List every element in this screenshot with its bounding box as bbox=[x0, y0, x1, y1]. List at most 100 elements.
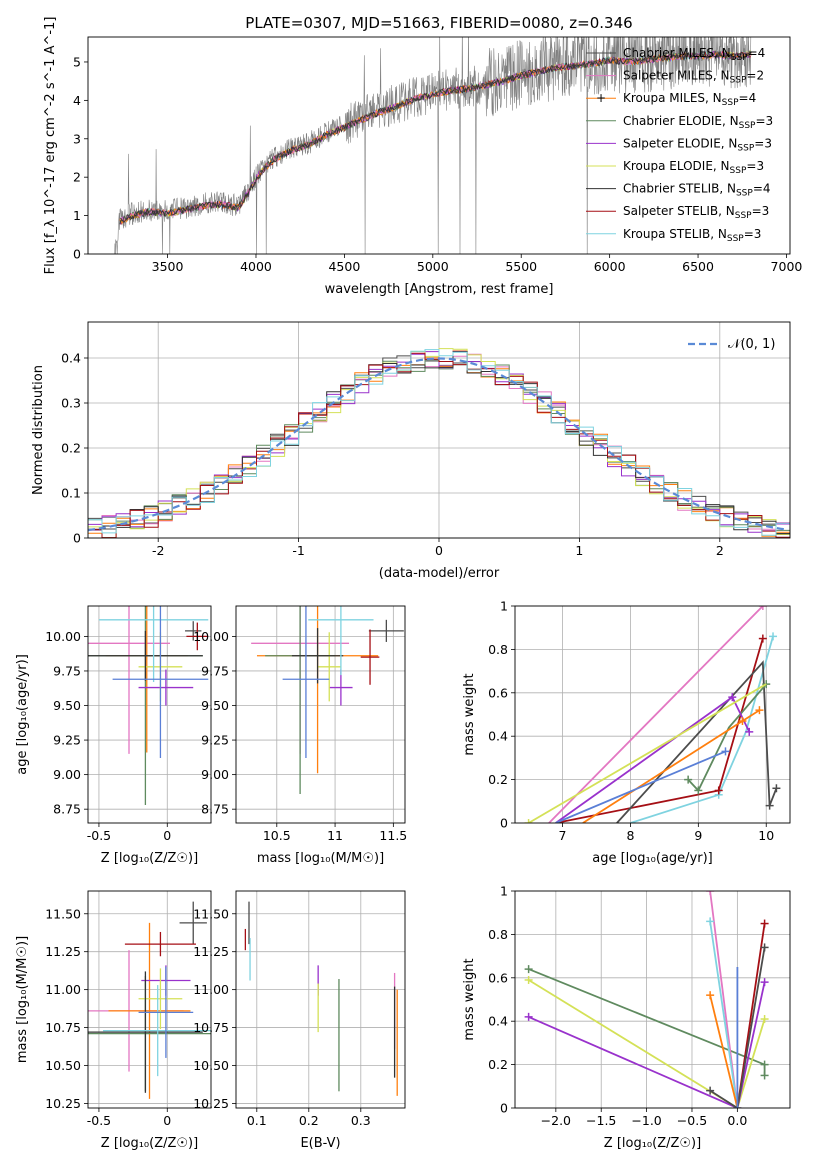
series-kroupa-stelib-line bbox=[709, 921, 739, 1108]
y-tick-label: 0 bbox=[500, 816, 508, 831]
legend-label-n: =3 bbox=[752, 204, 770, 218]
plot-area-age_vs_Z bbox=[88, 606, 209, 806]
errorbar-chabrier-miles bbox=[179, 901, 207, 945]
x-tick-label: 7 bbox=[559, 828, 567, 843]
errorbar-salpeter-elodie bbox=[138, 669, 194, 706]
y-tick-label: 0.3 bbox=[61, 396, 81, 411]
series-marker bbox=[524, 1012, 533, 1021]
y-tick-label: 0.1 bbox=[61, 486, 81, 501]
plot-area-spectrum bbox=[114, 37, 752, 254]
x-tick-label: 0 bbox=[435, 543, 443, 558]
series-kroupa-miles-line bbox=[709, 994, 739, 1108]
errorbar-salpeter-stelib bbox=[124, 931, 196, 957]
series-marker bbox=[760, 978, 769, 987]
panel-age_vs_Z: -0.5 0 8.75 9.00 9.25 9.50 9.75 10.00 Z [log₁₀(Z… bbox=[15, 605, 212, 866]
x-tick-label: 4000 bbox=[240, 259, 272, 274]
y-tick-label: 11.00 bbox=[193, 982, 229, 997]
legend-label-n: =4 bbox=[739, 91, 757, 105]
x-axis-label: Z [log₁₀(Z/Z☉)] bbox=[101, 851, 198, 866]
series-salpeter-miles-line bbox=[548, 606, 764, 823]
x-tick-label: 10 bbox=[758, 828, 774, 843]
panel-massweight_vs_age: 7 8 9 10 0 0.2 0.4 0.6 0.8 1 age [log₁₀(age/yr)] ma… bbox=[462, 599, 791, 866]
x-tick-label: 2 bbox=[716, 543, 724, 558]
x-axis-label: age [log₁₀(age/yr)] bbox=[592, 851, 713, 866]
errorbar-extra-blue bbox=[112, 606, 209, 759]
errorbar-chabrier-miles bbox=[368, 619, 404, 642]
x-tick-label: 9 bbox=[694, 828, 702, 843]
legend-marker: + bbox=[596, 91, 606, 105]
legend-label-text: Kroupa ELODIE, N bbox=[623, 159, 730, 173]
y-tick-label: 9.75 bbox=[201, 663, 229, 678]
errorbar-chabrier-stelib bbox=[88, 971, 203, 1093]
errorbar-salpeter-stelib bbox=[186, 622, 209, 651]
legend-label: Salpeter STELIB, NSSP=3 bbox=[623, 204, 769, 221]
x-tick-label: 7000 bbox=[771, 259, 803, 274]
y-tick-label: 0.2 bbox=[488, 772, 508, 787]
x-tick-label: 11.5 bbox=[379, 828, 407, 843]
series-marker bbox=[706, 917, 715, 926]
series-marker bbox=[760, 1071, 769, 1080]
x-tick-label: 5000 bbox=[417, 259, 449, 274]
model-chabrier-stelib-line bbox=[119, 51, 752, 225]
y-tick-label: 9.00 bbox=[53, 767, 81, 782]
series-marker bbox=[706, 891, 715, 895]
panels: 3500 4000 4500 5000 5500 6000 6500 7000012345wa… bbox=[15, 17, 803, 1151]
y-tick-label: 8.75 bbox=[201, 802, 229, 817]
x-axis-label: E(B-V) bbox=[300, 1136, 340, 1151]
legend-label: Kroupa MILES, NSSP=4 bbox=[623, 91, 756, 108]
axes-frame bbox=[235, 605, 406, 824]
errorbar-kroupa-miles bbox=[108, 922, 191, 1099]
errorbar-chabrier-stelib bbox=[88, 630, 203, 681]
series-marker bbox=[524, 819, 533, 823]
series-marker bbox=[758, 606, 767, 610]
legend-label-sub: SSP bbox=[730, 166, 747, 176]
y-tick-label: 1 bbox=[73, 208, 81, 223]
x-tick-label: 8 bbox=[626, 828, 634, 843]
series-marker bbox=[769, 632, 778, 641]
hist-kroupa-stelib bbox=[88, 349, 790, 538]
legend-label-text: Kroupa STELIB, N bbox=[623, 227, 727, 241]
series-marker bbox=[758, 634, 767, 643]
y-tick-label: 5 bbox=[73, 54, 81, 69]
series-marker bbox=[706, 1086, 715, 1095]
x-tick-label: 0.1 bbox=[247, 1113, 267, 1128]
axes-frame bbox=[514, 890, 791, 1109]
legend-label-sub: SSP bbox=[739, 121, 756, 131]
y-tick-label: 0.6 bbox=[488, 970, 508, 985]
y-axis-label: mass weight bbox=[462, 958, 477, 1040]
plot-area-mass_vs_ebv bbox=[244, 901, 398, 1096]
legend-label: Chabrier MILES, NSSP=4 bbox=[623, 46, 765, 63]
y-tick-label: 0.8 bbox=[488, 927, 508, 942]
y-axis-label: Flux [f_λ 10^-17 erg cm^-2 s^-1 A^-1] bbox=[43, 17, 58, 275]
plot-area-massweight_vs_age bbox=[524, 606, 781, 823]
series-marker bbox=[738, 717, 747, 726]
x-tick-label: −1.5 bbox=[586, 1113, 616, 1128]
legend-label-sub: SSP bbox=[735, 211, 752, 221]
y-tick-label: 9.50 bbox=[53, 698, 81, 713]
y-tick-label: 9.00 bbox=[201, 767, 229, 782]
x-tick-label: -2 bbox=[152, 543, 164, 558]
y-tick-label: 0.6 bbox=[488, 685, 508, 700]
x-axis-label: (data-model)/error bbox=[379, 566, 500, 581]
panel-age_vs_mass: 10.5 11 11.5 8.75 9.00 9.25 9.50 9.75 10.00 mass … bbox=[193, 605, 407, 866]
legend-label-n: =3 bbox=[754, 136, 772, 150]
series-marker bbox=[706, 991, 715, 1000]
plot-area-residuals bbox=[88, 348, 790, 538]
y-tick-label: 4 bbox=[73, 93, 81, 108]
x-axis-label: wavelength [Angstrom, rest frame] bbox=[325, 282, 554, 297]
legend-label-sub: SSP bbox=[737, 143, 754, 153]
legend-label-sub: SSP bbox=[731, 53, 748, 63]
legend-label-sub: SSP bbox=[722, 98, 739, 108]
y-tick-label: 8.75 bbox=[53, 802, 81, 817]
plot-area-massweight_vs_Z bbox=[524, 891, 769, 1108]
axes-frame bbox=[87, 890, 212, 1109]
y-tick-label: 0.4 bbox=[488, 1014, 508, 1029]
y-tick-label: 11.25 bbox=[193, 944, 229, 959]
y-tick-label: 10.75 bbox=[193, 1020, 229, 1035]
legend-label: Chabrier STELIB, NSSP=4 bbox=[623, 182, 771, 199]
x-tick-label: 0.2 bbox=[299, 1113, 319, 1128]
panel-mass_vs_Z: -0.5 0 10.25 10.50 10.75 11.00 11.25 11.50 Z [lo… bbox=[15, 890, 212, 1151]
